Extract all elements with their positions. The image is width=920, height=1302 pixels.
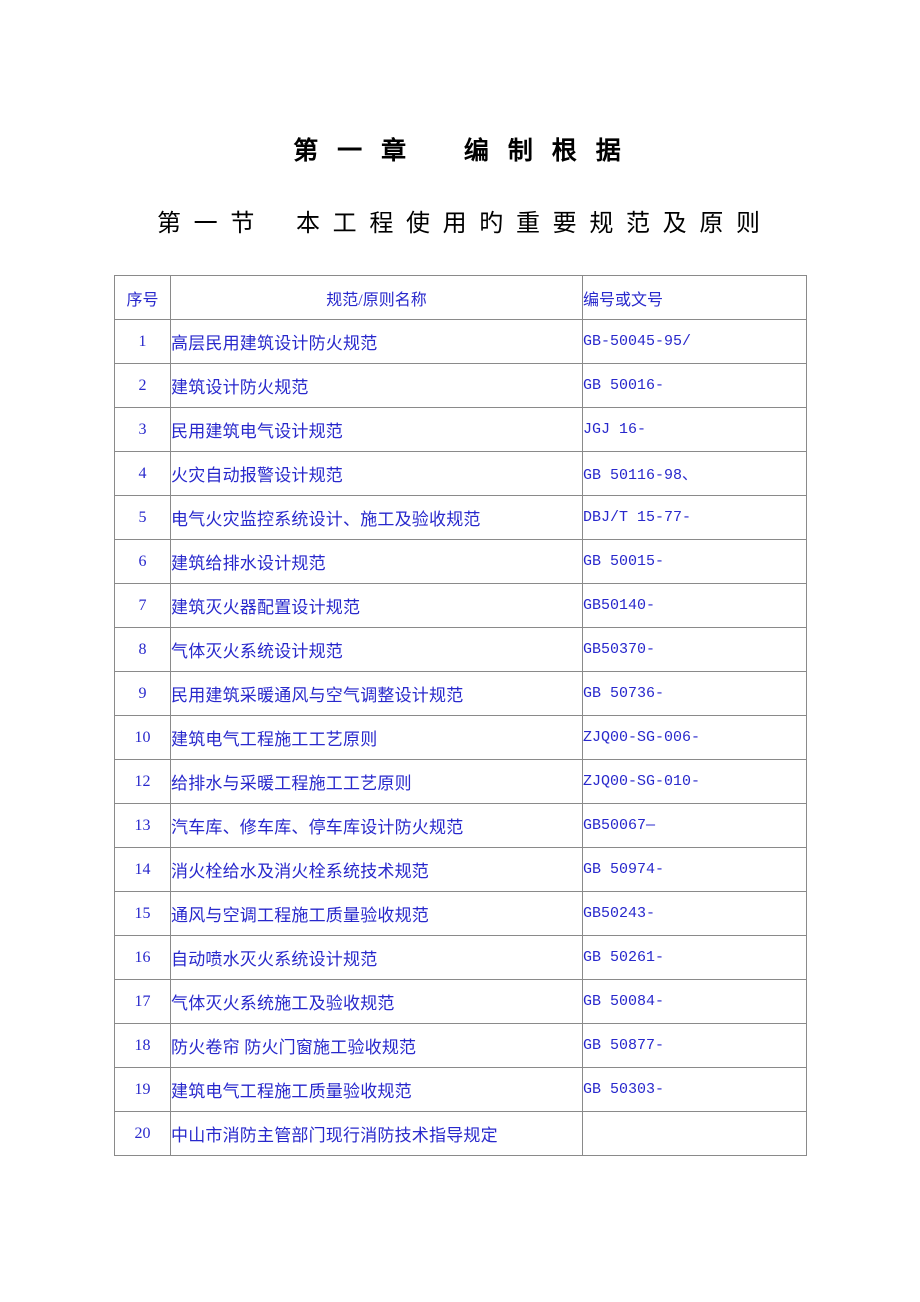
cell-standard-code: GB50140- bbox=[582, 583, 807, 628]
cell-standard-code: JGJ 16- bbox=[582, 407, 807, 452]
cell-standard-name: 防火卷帘 防火门窗施工验收规范 bbox=[170, 1023, 583, 1068]
table-row: 5 电气火灾监控系统设计、施工及验收规范 DBJ/T 15-77- bbox=[114, 495, 807, 540]
cell-row-number: 10 bbox=[114, 715, 171, 760]
table-row: 1 高层民用建筑设计防火规范 GB-50045-95/ bbox=[114, 319, 807, 364]
cell-standard-code: DBJ/T 15-77- bbox=[582, 495, 807, 540]
cell-standard-name: 电气火灾监控系统设计、施工及验收规范 bbox=[170, 495, 583, 540]
cell-standard-code: GB 50116-98、 bbox=[582, 451, 807, 496]
cell-standard-code: GB 50084- bbox=[582, 979, 807, 1024]
cell-standard-name: 高层民用建筑设计防火规范 bbox=[170, 319, 583, 364]
cell-standard-name: 消火栓给水及消火栓系统技术规范 bbox=[170, 847, 583, 892]
cell-row-number: 14 bbox=[114, 847, 171, 892]
table-header-row: 序号 规范/原则名称 编号或文号 bbox=[114, 275, 807, 320]
cell-row-number: 1 bbox=[114, 319, 171, 364]
cell-standard-code bbox=[582, 1111, 807, 1156]
table-row: 15 通风与空调工程施工质量验收规范 GB50243- bbox=[114, 891, 807, 936]
cell-row-number: 4 bbox=[114, 451, 171, 496]
table-row: 4 火灾自动报警设计规范 GB 50116-98、 bbox=[114, 451, 807, 496]
cell-standard-name: 给排水与采暖工程施工工艺原则 bbox=[170, 759, 583, 804]
table-row: 12 给排水与采暖工程施工工艺原则 ZJQ00-SG-010- bbox=[114, 759, 807, 804]
cell-row-number: 16 bbox=[114, 935, 171, 980]
cell-standard-name: 民用建筑电气设计规范 bbox=[170, 407, 583, 452]
cell-standard-code: GB 50016- bbox=[582, 363, 807, 408]
table-row: 8 气体灭火系统设计规范 GB50370- bbox=[114, 627, 807, 672]
cell-standard-name: 汽车库、修车库、停车库设计防火规范 bbox=[170, 803, 583, 848]
table-row: 16 自动喷水灭火系统设计规范 GB 50261- bbox=[114, 935, 807, 980]
cell-standard-code: GB 50303- bbox=[582, 1067, 807, 1112]
table-row: 20 中山市消防主管部门现行消防技术指导规定 bbox=[114, 1111, 807, 1156]
cell-standard-name: 建筑设计防火规范 bbox=[170, 363, 583, 408]
cell-row-number: 20 bbox=[114, 1111, 171, 1156]
cell-standard-code: GB 50974- bbox=[582, 847, 807, 892]
cell-row-number: 17 bbox=[114, 979, 171, 1024]
cell-standard-code: GB 50877- bbox=[582, 1023, 807, 1068]
cell-standard-name: 火灾自动报警设计规范 bbox=[170, 451, 583, 496]
cell-standard-code: GB-50045-95/ bbox=[582, 319, 807, 364]
table-row: 13 汽车库、修车库、停车库设计防火规范 GB50067— bbox=[114, 803, 807, 848]
cell-standard-code: GB50243- bbox=[582, 891, 807, 936]
table-row: 14 消火栓给水及消火栓系统技术规范 GB 50974- bbox=[114, 847, 807, 892]
cell-standard-code: GB50370- bbox=[582, 627, 807, 672]
cell-standard-name: 气体灭火系统设计规范 bbox=[170, 627, 583, 672]
cell-standard-name: 气体灭火系统施工及验收规范 bbox=[170, 979, 583, 1024]
page-subtitle: 第 一 节 本 工 程 使 用 旳 重 要 规 范 及 原 则 bbox=[156, 210, 764, 237]
cell-standard-code: GB 50261- bbox=[582, 935, 807, 980]
cell-row-number: 15 bbox=[114, 891, 171, 936]
cell-standard-name: 建筑给排水设计规范 bbox=[170, 539, 583, 584]
table-row: 2 建筑设计防火规范 GB 50016- bbox=[114, 363, 807, 408]
cell-standard-name: 建筑电气工程施工工艺原则 bbox=[170, 715, 583, 760]
standards-table: 序号 规范/原则名称 编号或文号 1 高层民用建筑设计防火规范 GB-50045-9… bbox=[114, 275, 807, 1156]
cell-row-number: 13 bbox=[114, 803, 171, 848]
table-row: 17 气体灭火系统施工及验收规范 GB 50084- bbox=[114, 979, 807, 1024]
cell-row-number: 7 bbox=[114, 583, 171, 628]
cell-standard-name: 民用建筑采暖通风与空气调整设计规范 bbox=[170, 671, 583, 716]
cell-row-number: 3 bbox=[114, 407, 171, 452]
cell-standard-name: 通风与空调工程施工质量验收规范 bbox=[170, 891, 583, 936]
column-header-name: 规范/原则名称 bbox=[170, 275, 583, 320]
table-row: 18 防火卷帘 防火门窗施工验收规范 GB 50877- bbox=[114, 1023, 807, 1068]
standards-table-container: 序号 规范/原则名称 编号或文号 1 高层民用建筑设计防火规范 GB-50045-9… bbox=[114, 275, 807, 1156]
cell-standard-code: GB50067— bbox=[582, 803, 807, 848]
cell-standard-name: 建筑电气工程施工质量验收规范 bbox=[170, 1067, 583, 1112]
page-title: 第 一 章 编 制 根 据 bbox=[293, 137, 627, 165]
table-row: 6 建筑给排水设计规范 GB 50015- bbox=[114, 539, 807, 584]
cell-standard-name: 建筑灭火器配置设计规范 bbox=[170, 583, 583, 628]
cell-row-number: 12 bbox=[114, 759, 171, 804]
cell-row-number: 18 bbox=[114, 1023, 171, 1068]
cell-standard-name: 自动喷水灭火系统设计规范 bbox=[170, 935, 583, 980]
cell-row-number: 5 bbox=[114, 495, 171, 540]
column-header-no: 序号 bbox=[114, 275, 171, 320]
table-row: 19 建筑电气工程施工质量验收规范 GB 50303- bbox=[114, 1067, 807, 1112]
table-row: 10 建筑电气工程施工工艺原则 ZJQ00-SG-006- bbox=[114, 715, 807, 760]
cell-row-number: 2 bbox=[114, 363, 171, 408]
cell-standard-code: ZJQ00-SG-006- bbox=[582, 715, 807, 760]
column-header-code: 编号或文号 bbox=[582, 275, 807, 320]
cell-standard-code: GB 50736- bbox=[582, 671, 807, 716]
cell-row-number: 19 bbox=[114, 1067, 171, 1112]
cell-standard-code: ZJQ00-SG-010- bbox=[582, 759, 807, 804]
cell-row-number: 9 bbox=[114, 671, 171, 716]
table-row: 3 民用建筑电气设计规范 JGJ 16- bbox=[114, 407, 807, 452]
table-row: 9 民用建筑采暖通风与空气调整设计规范 GB 50736- bbox=[114, 671, 807, 716]
cell-row-number: 8 bbox=[114, 627, 171, 672]
cell-standard-code: GB 50015- bbox=[582, 539, 807, 584]
cell-standard-name: 中山市消防主管部门现行消防技术指导规定 bbox=[170, 1111, 583, 1156]
table-row: 7 建筑灭火器配置设计规范 GB50140- bbox=[114, 583, 807, 628]
cell-row-number: 6 bbox=[114, 539, 171, 584]
